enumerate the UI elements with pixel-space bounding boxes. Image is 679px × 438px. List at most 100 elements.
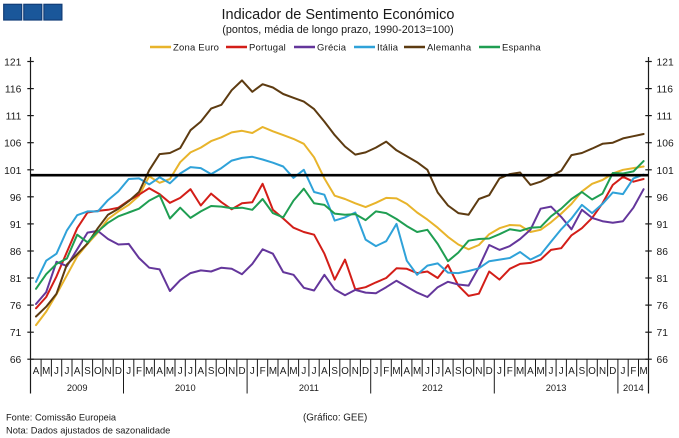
svg-text:A: A — [527, 366, 534, 377]
svg-text:M: M — [392, 366, 400, 377]
svg-text:N: N — [352, 366, 359, 377]
svg-text:Itália: Itália — [377, 43, 399, 54]
svg-text:71: 71 — [10, 328, 22, 339]
svg-text:A: A — [74, 366, 81, 377]
svg-text:D: D — [115, 366, 122, 377]
svg-text:S: S — [331, 366, 338, 377]
svg-text:A: A — [321, 366, 328, 377]
svg-text:J: J — [621, 366, 626, 377]
svg-text:86: 86 — [10, 247, 22, 258]
svg-text:2013: 2013 — [546, 383, 567, 393]
svg-text:F: F — [630, 366, 636, 377]
svg-text:D: D — [238, 366, 245, 377]
svg-text:71: 71 — [657, 328, 669, 339]
svg-text:M: M — [289, 366, 297, 377]
svg-text:N: N — [228, 366, 235, 377]
svg-text:A: A — [404, 366, 411, 377]
svg-text:M: M — [516, 366, 524, 377]
svg-text:116: 116 — [5, 85, 22, 96]
svg-text:106: 106 — [4, 139, 21, 150]
svg-text:J: J — [178, 366, 183, 377]
svg-text:S: S — [455, 366, 462, 377]
svg-text:81: 81 — [10, 274, 22, 285]
svg-text:M: M — [413, 366, 421, 377]
svg-text:J: J — [312, 366, 317, 377]
svg-text:N: N — [475, 366, 482, 377]
svg-text:D: D — [486, 366, 493, 377]
svg-text:2014: 2014 — [623, 383, 644, 393]
svg-text:(pontos, média de longo prazo,: (pontos, média de longo prazo, 1990-2013… — [222, 24, 453, 36]
svg-text:106: 106 — [657, 139, 674, 150]
svg-text:J: J — [301, 366, 306, 377]
svg-text:J: J — [250, 366, 255, 377]
svg-text:96: 96 — [657, 193, 669, 204]
svg-text:2011: 2011 — [299, 383, 319, 393]
svg-text:M: M — [166, 366, 174, 377]
svg-text:91: 91 — [10, 220, 22, 231]
svg-text:121: 121 — [4, 58, 21, 69]
svg-text:Portugal: Portugal — [249, 43, 286, 54]
svg-text:101: 101 — [657, 166, 674, 177]
svg-text:76: 76 — [657, 301, 669, 312]
svg-text:J: J — [54, 366, 59, 377]
svg-text:M: M — [640, 366, 648, 377]
svg-text:D: D — [362, 366, 369, 377]
svg-text:S: S — [84, 366, 91, 377]
svg-text:A: A — [198, 366, 205, 377]
svg-text:Zona Euro: Zona Euro — [173, 43, 219, 54]
svg-text:121: 121 — [657, 58, 674, 69]
svg-text:(Gráfico: GEE): (Gráfico: GEE) — [303, 413, 367, 424]
svg-text:Alemanha: Alemanha — [427, 43, 472, 54]
svg-text:96: 96 — [10, 193, 22, 204]
svg-text:A: A — [568, 366, 575, 377]
svg-text:Indicador de Sentimento Económ: Indicador de Sentimento Económico — [222, 7, 455, 23]
svg-text:O: O — [94, 366, 102, 377]
svg-text:J: J — [126, 366, 131, 377]
svg-text:M: M — [537, 366, 545, 377]
svg-text:N: N — [599, 366, 606, 377]
svg-text:66: 66 — [10, 355, 22, 366]
svg-text:J: J — [64, 366, 69, 377]
svg-text:Nota: Dados ajustados de sazon: Nota: Dados ajustados de sazonalidade — [6, 425, 170, 435]
svg-text:S: S — [208, 366, 215, 377]
svg-text:66: 66 — [657, 355, 669, 366]
svg-text:2009: 2009 — [67, 383, 88, 393]
svg-text:N: N — [104, 366, 111, 377]
svg-text:O: O — [341, 366, 349, 377]
svg-text:D: D — [609, 366, 616, 377]
svg-text:Espanha: Espanha — [502, 43, 541, 54]
svg-text:M: M — [145, 366, 153, 377]
svg-text:J: J — [549, 366, 554, 377]
svg-text:J: J — [373, 366, 378, 377]
svg-text:M: M — [269, 366, 277, 377]
svg-text:76: 76 — [10, 301, 22, 312]
svg-text:91: 91 — [657, 220, 669, 231]
svg-text:2010: 2010 — [175, 383, 196, 393]
svg-text:81: 81 — [657, 274, 669, 285]
svg-text:86: 86 — [657, 247, 669, 258]
svg-text:O: O — [588, 366, 596, 377]
svg-text:116: 116 — [657, 85, 674, 96]
svg-text:J: J — [497, 366, 502, 377]
svg-text:A: A — [445, 366, 452, 377]
svg-text:2012: 2012 — [422, 383, 443, 393]
svg-text:A: A — [156, 366, 163, 377]
svg-text:F: F — [383, 366, 389, 377]
svg-text:F: F — [507, 366, 513, 377]
svg-text:O: O — [218, 366, 226, 377]
svg-text:J: J — [435, 366, 440, 377]
svg-text:101: 101 — [4, 166, 21, 177]
svg-text:S: S — [579, 366, 586, 377]
svg-text:J: J — [559, 366, 564, 377]
svg-text:A: A — [33, 366, 40, 377]
svg-text:F: F — [136, 366, 142, 377]
svg-text:Fonte: Comissão Europeia: Fonte: Comissão Europeia — [6, 413, 117, 423]
svg-text:F: F — [260, 366, 266, 377]
svg-text:O: O — [465, 366, 473, 377]
svg-text:J: J — [425, 366, 430, 377]
svg-text:111: 111 — [6, 112, 22, 123]
svg-text:111: 111 — [657, 112, 673, 123]
svg-text:M: M — [42, 366, 50, 377]
svg-text:A: A — [280, 366, 287, 377]
svg-text:J: J — [188, 366, 193, 377]
